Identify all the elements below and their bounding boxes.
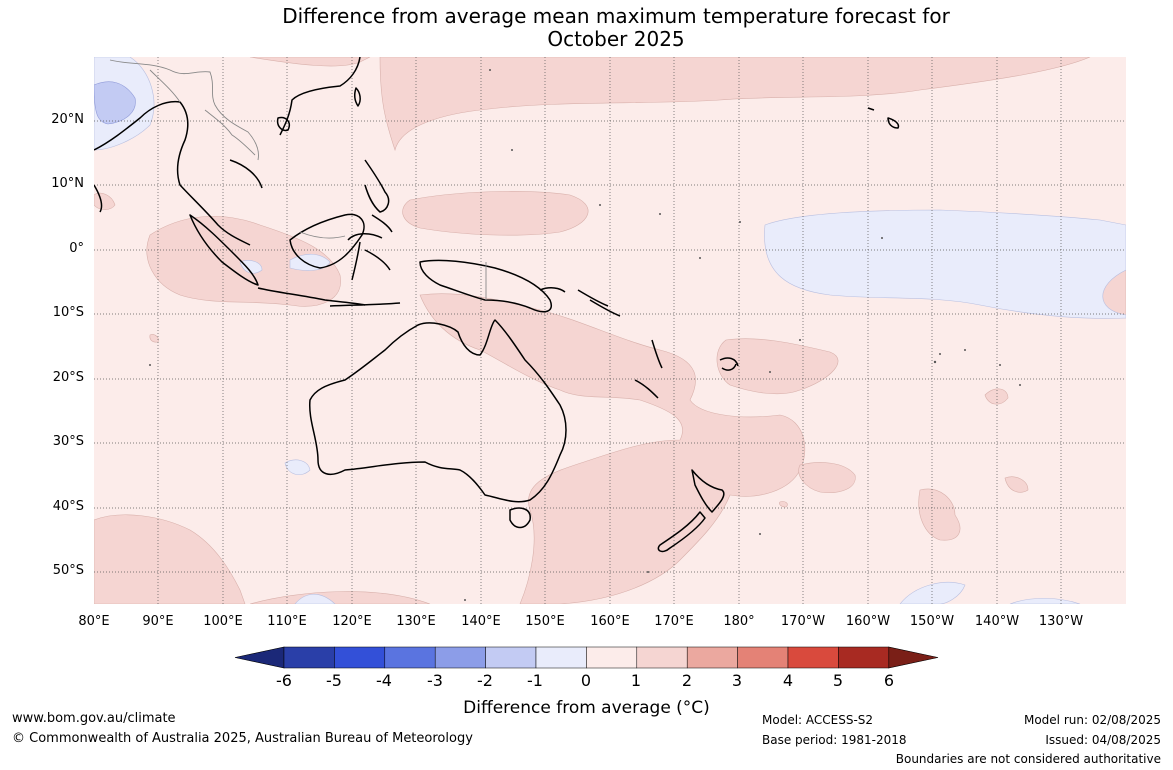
lon-label-130w: 130°W <box>1038 614 1084 629</box>
new-caledonia-outline <box>634 379 659 399</box>
new-guinea-outline <box>419 259 552 313</box>
lon-label-110e: 110°E <box>267 614 307 629</box>
colorbar-segment <box>737 646 789 669</box>
hainan-outline <box>276 116 290 132</box>
taiwan-outline <box>353 87 361 107</box>
colorbar-tick-label: -5 <box>326 671 342 690</box>
lat-label-equator: 0° <box>69 241 84 256</box>
lat-label-10s: 10°S <box>52 305 84 320</box>
cold-anomaly-region <box>94 81 136 125</box>
colorbar <box>234 646 939 669</box>
lon-label-140w: 140°W <box>974 614 1020 629</box>
india-coast-fragment <box>94 184 103 213</box>
hawaii-islands <box>867 107 900 129</box>
colorbar-tick-label: -4 <box>376 671 392 690</box>
colorbar-tick-label: 1 <box>630 671 642 690</box>
colorbar-segment <box>434 646 486 669</box>
colorbar-extend-low <box>234 646 285 669</box>
title-line-1: Difference from average mean maximum tem… <box>282 4 950 28</box>
fiji-islands <box>719 357 739 371</box>
colorbar-segment <box>334 646 386 669</box>
lon-label-90e: 90°E <box>142 614 174 629</box>
base-period: Base period: 1981-2018 <box>762 733 907 747</box>
lon-label-160e: 160°E <box>590 614 630 629</box>
solomon-islands <box>577 289 621 317</box>
lon-label-140e: 140°E <box>461 614 501 629</box>
model-run-date: Model run: 02/08/2025 <box>1023 713 1161 727</box>
issued-date: Issued: 04/08/2025 <box>1045 733 1161 747</box>
lat-label-20n: 20°N <box>51 112 84 127</box>
lon-label-130e: 130°E <box>396 614 436 629</box>
java-outline <box>257 287 366 306</box>
political-boundaries <box>109 59 487 300</box>
australia-outline <box>309 319 567 503</box>
colorbar-segment <box>838 646 890 669</box>
colorbar-segment <box>485 646 537 669</box>
lon-label-180: 180° <box>723 614 755 629</box>
tasmania-outline <box>509 507 531 529</box>
lon-label-170w: 170°W <box>780 614 826 629</box>
copyright-text: © Commonwealth of Australia 2025, Austra… <box>12 731 473 746</box>
lon-label-170e: 170°E <box>654 614 694 629</box>
colorbar-segment <box>535 646 587 669</box>
lon-label-150w: 150°W <box>909 614 955 629</box>
colorbar-tick-label: 0 <box>580 671 592 690</box>
colorbar-title: Difference from average (°C) <box>463 698 710 718</box>
colorbar-segment <box>787 646 839 669</box>
bismarck-islands <box>539 287 566 293</box>
lon-label-100e: 100°E <box>203 614 243 629</box>
lon-label-80e: 80°E <box>78 614 110 629</box>
colorbar-tick-label: 2 <box>681 671 693 690</box>
colorbar-tick-label: -6 <box>276 671 292 690</box>
vanuatu-islands <box>651 339 663 369</box>
lon-label-160w: 160°W <box>845 614 891 629</box>
title-line-2: October 2025 <box>547 27 685 51</box>
colorbar-segment <box>283 646 335 669</box>
colorbar-segment <box>686 646 738 669</box>
cool-anomaly-regions <box>94 57 1126 604</box>
colorbar-segment <box>384 646 436 669</box>
sulawesi-outline <box>347 233 391 281</box>
philippines-outline <box>364 159 393 233</box>
colorbar-tick-label: 4 <box>782 671 794 690</box>
sumatra-outline <box>189 214 259 286</box>
lesser-sunda-outline <box>329 302 401 307</box>
colorbar-tick-label: 5 <box>832 671 844 690</box>
coastlines <box>94 57 900 553</box>
colorbar-tick-label: 6 <box>883 671 895 690</box>
lat-label-20s: 20°S <box>52 370 84 385</box>
graticule <box>94 57 1126 604</box>
website-link[interactable]: www.bom.gov.au/climate <box>12 711 176 726</box>
borneo-outline <box>289 213 365 269</box>
colorbar-tick-label: -3 <box>427 671 443 690</box>
boundaries-disclaimer: Boundaries are not considered authoritat… <box>895 752 1161 766</box>
colorbar-segment <box>586 646 638 669</box>
colorbar-segment <box>636 646 688 669</box>
model-name: Model: ACCESS-S2 <box>762 713 874 727</box>
lon-label-150e: 150°E <box>525 614 565 629</box>
lon-label-120e: 120°E <box>332 614 372 629</box>
colorbar-tick-label: -1 <box>527 671 543 690</box>
lat-label-30s: 30°S <box>52 434 84 449</box>
new-zealand-south <box>657 511 706 553</box>
colorbar-tick-label: -2 <box>477 671 493 690</box>
small-islands <box>149 69 1021 601</box>
colorbar-extend-high <box>888 646 939 669</box>
lat-label-50s: 50°S <box>52 563 84 578</box>
lat-label-40s: 40°S <box>52 499 84 514</box>
new-zealand-north <box>691 469 725 513</box>
colorbar-tick-label: 3 <box>731 671 743 690</box>
lat-label-10n: 10°N <box>51 176 84 191</box>
